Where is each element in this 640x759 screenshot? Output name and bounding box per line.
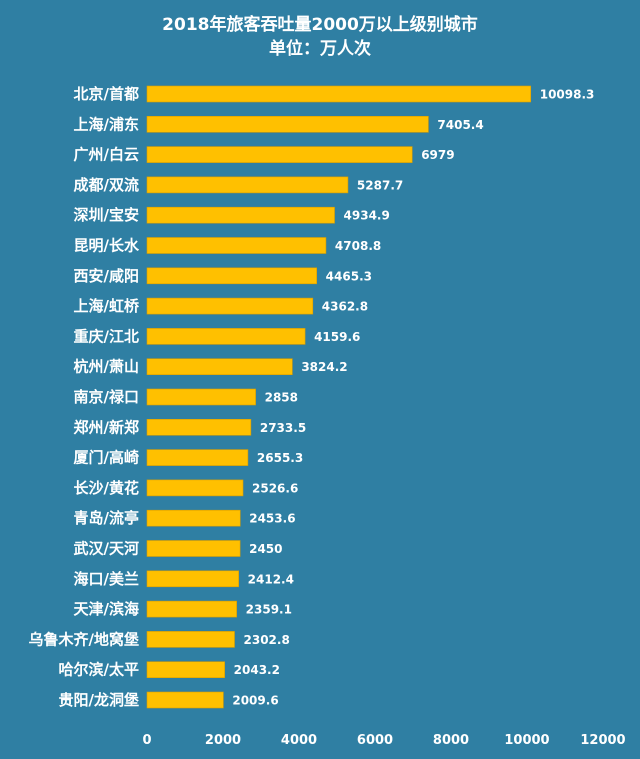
category-label: 上海/浦东 [74, 115, 139, 133]
value-label: 2302.8 [244, 633, 290, 647]
bar [146, 479, 244, 497]
value-label: 2359.1 [246, 603, 292, 617]
category-label: 贵阳/龙洞堡 [59, 691, 139, 709]
category-label: 深圳/宝安 [74, 206, 139, 224]
category-label: 乌鲁木齐/地窝堡 [29, 630, 139, 648]
bar [146, 237, 327, 254]
bar [146, 176, 349, 194]
category-label: 西安/咸阳 [74, 267, 139, 285]
bar [146, 85, 532, 103]
value-label: 2043.2 [234, 663, 280, 677]
value-label: 2450 [249, 542, 282, 556]
category-label: 郑州/新郑 [74, 418, 139, 436]
value-label: 4159.6 [314, 330, 360, 344]
value-label: 7405.4 [437, 118, 483, 132]
category-label: 北京/首都 [74, 85, 139, 103]
value-label: 2858 [265, 391, 298, 405]
bar [146, 418, 252, 436]
x-tick-label: 8000 [433, 733, 469, 748]
bar [146, 358, 293, 376]
x-tick-label: 10000 [504, 733, 549, 748]
category-label: 青岛/流亭 [74, 509, 139, 527]
value-label: 3824.2 [301, 360, 347, 374]
category-label: 天津/滨海 [74, 600, 139, 618]
category-label: 成都/双流 [74, 176, 139, 194]
bar [146, 328, 306, 345]
category-labels: 北京/首都上海/浦东广州/白云成都/双流深圳/宝安昆明/长水西安/咸阳上海/虹桥… [29, 85, 140, 709]
value-label: 2526.6 [252, 481, 298, 495]
value-label: 10098.3 [540, 88, 595, 102]
value-label: 4934.9 [344, 209, 390, 223]
value-label: 6979 [421, 148, 454, 162]
x-axis-ticks: 0 2000 4000 6000 8000 10000 12000 [142, 733, 625, 748]
category-label: 武汉/天河 [74, 540, 139, 558]
bar [146, 661, 225, 679]
category-label: 厦门/高崎 [74, 449, 139, 467]
bar [146, 116, 429, 133]
category-label: 上海/虹桥 [74, 297, 140, 315]
bar [146, 388, 256, 406]
category-label: 昆明/长水 [74, 237, 140, 255]
bar [146, 600, 237, 618]
category-label: 哈尔滨/太平 [59, 661, 139, 679]
value-label: 5287.7 [357, 178, 403, 192]
bar-group [146, 85, 532, 709]
value-label: 2412.4 [248, 572, 294, 586]
value-label: 2009.6 [232, 694, 278, 708]
bar [146, 509, 241, 527]
category-label: 海口/美兰 [74, 570, 139, 588]
value-label: 2453.6 [249, 512, 295, 526]
bar [146, 146, 413, 163]
bar [146, 540, 241, 557]
value-label: 2655.3 [257, 451, 303, 465]
bar [146, 297, 314, 315]
value-labels: 10098.3 7405.4 6979 5287.7 4934.9 4708.8 4465.… [232, 88, 594, 708]
bar [146, 267, 317, 285]
bar [146, 570, 239, 588]
x-tick-label: 4000 [281, 733, 317, 748]
value-label: 4362.8 [322, 300, 368, 314]
x-tick-label: 2000 [205, 733, 241, 748]
chart-subtitle: 单位：万人次 [269, 39, 371, 59]
x-tick-label: 12000 [580, 733, 625, 748]
bar [146, 691, 224, 709]
x-tick-label: 6000 [357, 733, 393, 748]
bar [146, 449, 249, 466]
chart-title: 2018年旅客吞吐量2000万以上级别城市 [162, 15, 478, 35]
category-label: 南京/禄口 [74, 388, 139, 406]
bar [146, 206, 335, 224]
category-label: 重庆/江北 [74, 327, 139, 345]
category-label: 杭州/萧山 [74, 358, 139, 376]
value-label: 4465.3 [326, 269, 372, 283]
category-label: 长沙/黄花 [74, 479, 139, 497]
x-tick-label: 0 [142, 733, 151, 748]
category-label: 广州/白云 [74, 146, 139, 164]
bar [146, 631, 235, 648]
value-label: 2733.5 [260, 421, 306, 435]
value-label: 4708.8 [335, 239, 381, 253]
